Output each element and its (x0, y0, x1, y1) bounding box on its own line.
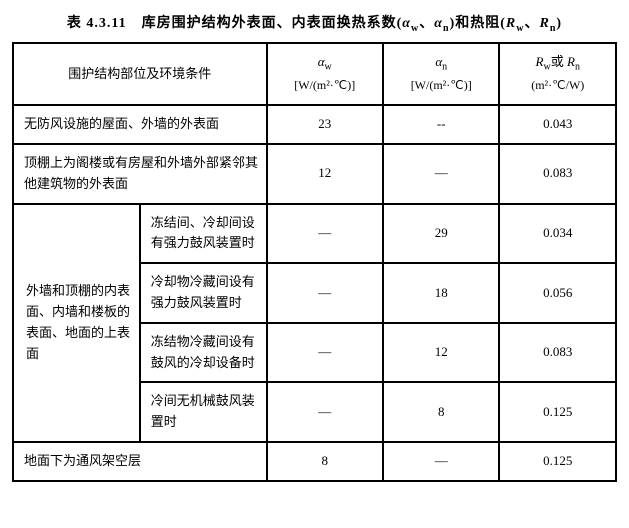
cell-aw: — (267, 382, 383, 442)
cell-desc: 冻结间、冷却间设有强力鼓风装置时 (140, 204, 267, 264)
cell-desc: 冷却物冷藏间设有强力鼓风装置时 (140, 263, 267, 323)
cell-desc: 冷间无机械鼓风装置时 (140, 382, 267, 442)
table-row: 地面下为通风架空层 8 — 0.125 (13, 442, 616, 481)
table-row: 外墙和顶棚的内表面、内墙和楼板的表面、地面的上表面 冻结间、冷却间设有强力鼓风装… (13, 204, 616, 264)
cell-aw: 12 (267, 144, 383, 204)
cell-r: 0.034 (499, 204, 616, 264)
header-an: αn [W/(m²·℃)] (383, 43, 499, 105)
cell-an: -- (383, 105, 499, 144)
cell-an: — (383, 144, 499, 204)
table-row: 无防风设施的屋面、外墙的外表面 23 -- 0.043 (13, 105, 616, 144)
group-label: 外墙和顶棚的内表面、内墙和楼板的表面、地面的上表面 (13, 204, 140, 442)
cell-an: — (383, 442, 499, 481)
cell-aw: 8 (267, 442, 383, 481)
cell-r: 0.083 (499, 144, 616, 204)
cell-aw: — (267, 263, 383, 323)
cell-r: 0.125 (499, 442, 616, 481)
cell-aw: 23 (267, 105, 383, 144)
table-caption: 表 4.3.11 库房围护结构外表面、内表面换热系数(αw、αn)和热阻(Rw、… (12, 12, 617, 34)
header-aw: αw [W/(m²·℃)] (267, 43, 383, 105)
cell-an: 8 (383, 382, 499, 442)
cell-an: 18 (383, 263, 499, 323)
table-row: 顶棚上为阁楼或有房屋和外墙外部紧邻其他建筑物的外表面 12 — 0.083 (13, 144, 616, 204)
header-r: Rw或 Rn (m²·℃/W) (499, 43, 616, 105)
cell-desc: 顶棚上为阁楼或有房屋和外墙外部紧邻其他建筑物的外表面 (13, 144, 267, 204)
cell-r: 0.125 (499, 382, 616, 442)
cell-r: 0.043 (499, 105, 616, 144)
cell-desc: 地面下为通风架空层 (13, 442, 267, 481)
header-row: 围护结构部位及环境条件 αw [W/(m²·℃)] αn [W/(m²·℃)] … (13, 43, 616, 105)
header-desc: 围护结构部位及环境条件 (13, 43, 267, 105)
cell-desc: 冻结物冷藏间设有鼓风的冷却设备时 (140, 323, 267, 383)
cell-an: 29 (383, 204, 499, 264)
cell-aw: — (267, 323, 383, 383)
cell-r: 0.056 (499, 263, 616, 323)
cell-an: 12 (383, 323, 499, 383)
cell-r: 0.083 (499, 323, 616, 383)
data-table: 围护结构部位及环境条件 αw [W/(m²·℃)] αn [W/(m²·℃)] … (12, 42, 617, 482)
cell-desc: 无防风设施的屋面、外墙的外表面 (13, 105, 267, 144)
cell-aw: — (267, 204, 383, 264)
